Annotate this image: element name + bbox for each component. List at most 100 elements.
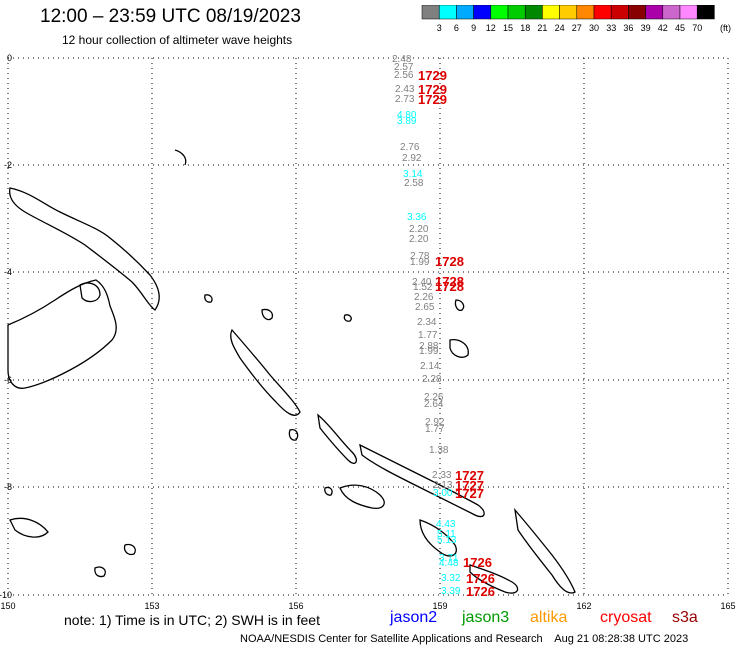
wave-height-labels: 2.482.572.562.432.734.803.892.762.923.14… (392, 54, 461, 597)
y-tick-label: -4 (4, 267, 12, 277)
pass-time-label: 1726 (466, 584, 495, 599)
wave-height-label: 3.32 (441, 573, 461, 584)
coast-island-k (288, 428, 299, 441)
wave-height-label: 2.92 (402, 153, 422, 164)
legend-label: 36 (623, 23, 633, 33)
wave-height-label: 2.58 (404, 178, 424, 189)
satellite-jason2: jason2 (390, 609, 438, 626)
satellite-cryosat: cryosat (600, 609, 652, 626)
coast-new-britain (7, 279, 117, 389)
wave-height-label: 1.77 (418, 330, 438, 341)
wave-height-label: 2.56 (394, 70, 414, 81)
wave-height-label: 2.34 (417, 317, 437, 328)
satellite-jason3: jason3 (462, 609, 510, 626)
coast-island-j (204, 294, 213, 303)
wave-height-label: 2.20 (409, 224, 429, 235)
x-tick-label: 165 (720, 601, 735, 610)
legend-label: 33 (606, 23, 616, 33)
coast-choiseul (317, 413, 357, 464)
legend-label: 42 (658, 23, 668, 33)
x-tick-label: 156 (288, 601, 303, 610)
x-tick-labels: 150 153 156 159 162 165 (0, 601, 735, 610)
coast-island-g (9, 517, 49, 538)
wave-height-label: 2.43 (395, 84, 415, 95)
wave-height-label: 2.26 (414, 292, 434, 303)
wave-height-label: 3.00 (433, 488, 453, 499)
legend-label: 45 (675, 23, 685, 33)
x-tick-label: 162 (576, 601, 591, 610)
legend-label: 39 (641, 23, 651, 33)
coastline (7, 149, 576, 594)
legend-label: 12 (486, 23, 496, 33)
legend-label: 24 (555, 23, 565, 33)
wave-height-label: 2.76 (400, 142, 420, 153)
wave-height-label: 2.13 (433, 480, 453, 491)
coast-makira (469, 564, 519, 594)
pass-time-label: 1726 (466, 571, 495, 586)
wave-height-map: 2.482.572.562.432.734.803.892.762.923.14… (0, 53, 736, 610)
wave-height-label: 2.20 (409, 234, 429, 245)
wave-height-label: 2.48 (392, 54, 412, 65)
coast-island-h (94, 566, 106, 578)
wave-height-label: 1.52 (413, 282, 433, 293)
coast-island-c (174, 149, 187, 166)
wave-height-label: 5.13 (437, 535, 457, 546)
legend-unit: (ft) (720, 23, 731, 33)
wave-height-label: 4.43 (436, 519, 456, 530)
pass-time-label: 1727 (455, 486, 484, 501)
pass-time-label: 1728 (435, 254, 464, 269)
wave-height-label: 2.57 (394, 62, 414, 73)
x-tick-label: 150 (0, 601, 15, 610)
pass-time-label: 1728 (435, 274, 464, 289)
coast-new-georgia (339, 484, 385, 509)
wave-height-label: 2.40 (412, 277, 432, 288)
legend-label: 70 (692, 23, 702, 33)
wave-height-label: 1.99 (410, 257, 430, 268)
wave-height-label: 2.73 (395, 94, 415, 105)
coast-island-i (123, 543, 136, 556)
wave-height-label: 2.14 (420, 361, 440, 372)
coast-island-l (324, 486, 333, 496)
wave-height-label: 1.99 (419, 346, 439, 357)
legend-label: 27 (572, 23, 582, 33)
pass-time-label: 1727 (455, 478, 484, 493)
pass-time-labels: 1729172917291728172817281727172717271726… (418, 68, 495, 599)
wave-height-label: 3.71 (439, 553, 459, 564)
wave-height-label: 2.65 (415, 302, 435, 313)
wave-height-label: 2.33 (432, 470, 452, 481)
legend-label: 6 (454, 23, 459, 33)
coast-new-ireland (9, 187, 160, 311)
y-tick-label: -6 (4, 375, 12, 385)
x-tick-label: 159 (432, 601, 447, 610)
wave-height-label: 3.89 (397, 116, 417, 127)
legend-label: 21 (537, 23, 547, 33)
y-tick-label: -8 (4, 482, 12, 492)
pass-time-label: 1727 (455, 468, 484, 483)
coast-island-e (343, 314, 352, 322)
legend-swatch (696, 5, 715, 20)
color-legend: 3 6 9 12 15 18 21 24 27 30 33 36 39 42 45 70 (ft) (421, 5, 731, 33)
map-subtitle: 12 hour collection of altimeter wave hei… (62, 33, 293, 47)
wave-height-label: 2.78 (410, 251, 430, 262)
satellite-s3a: s3a (672, 609, 698, 626)
pass-time-label: 1729 (418, 82, 447, 97)
pass-time-label: 1728 (435, 279, 464, 294)
x-tick-label: 153 (144, 601, 159, 610)
wave-height-label: 3.14 (403, 169, 423, 180)
y-tick-labels: 0 -2 -4 -6 -8 -10 (0, 53, 12, 600)
wave-height-label: 2.64 (424, 399, 444, 410)
coast-island-b (449, 339, 469, 358)
satellite-altika: altika (530, 609, 568, 626)
wave-height-label: 2.88 (419, 341, 439, 352)
legend-label: 9 (471, 23, 476, 33)
pass-time-label: 1729 (418, 68, 447, 83)
coast-island-f (454, 299, 465, 312)
wave-height-label: 2.28 (422, 374, 442, 385)
map-title: 12:00 – 23:59 UTC 08/19/2023 (40, 6, 301, 27)
legend-label: 3 (437, 23, 442, 33)
wave-height-label: 1.77 (425, 424, 445, 435)
coast-island-d (261, 308, 274, 321)
coast-island-a (79, 282, 101, 303)
pass-time-label: 1726 (463, 555, 492, 570)
legend-label: 30 (589, 23, 599, 33)
